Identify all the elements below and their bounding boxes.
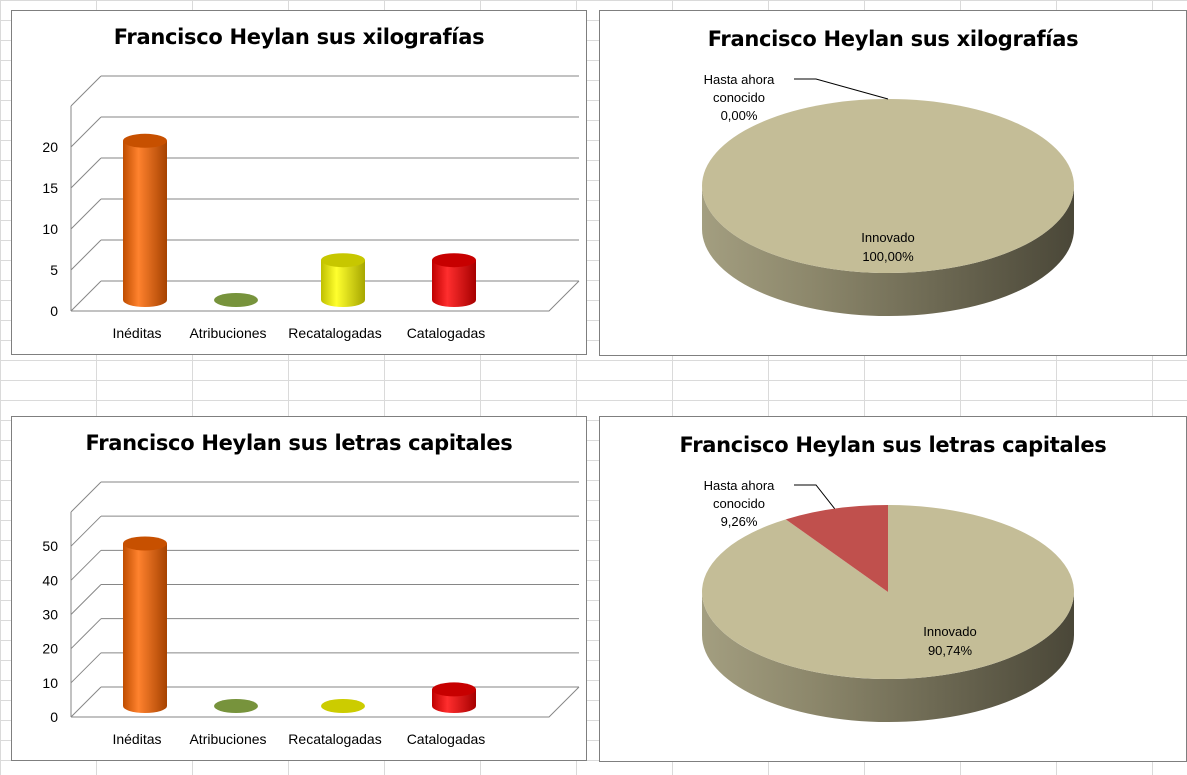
- pie-slice-innovado[interactable]: [702, 99, 1074, 273]
- bar[interactable]: [123, 140, 167, 307]
- bar-top: [214, 699, 258, 713]
- y-tick-label: 10: [42, 675, 58, 691]
- y-tick-label: 30: [42, 607, 58, 623]
- bar-top: [123, 536, 167, 551]
- grid-depth-line: [70, 198, 102, 230]
- y-tick-label: 20: [42, 641, 58, 657]
- x-tick-label: Atribuciones: [189, 731, 266, 747]
- grid-depth-line: [70, 239, 102, 271]
- grid-depth-line: [70, 157, 102, 189]
- slice-label-innovado: Innovado 90,74%: [923, 624, 977, 658]
- grid-depth-line: [70, 515, 102, 547]
- pie-side: [702, 592, 1074, 722]
- bar-top: [321, 699, 365, 713]
- bar-top: [432, 682, 476, 697]
- grid-depth-line: [70, 549, 102, 581]
- x-tick-label: Inéditas: [112, 731, 161, 747]
- y-tick-label: 5: [50, 262, 58, 278]
- y-tick-label: 20: [42, 139, 58, 155]
- pie-slice-hasta-ahora-conocido[interactable]: [785, 505, 888, 592]
- bar-chart-letras-capitales[interactable]: Francisco Heylan sus letras capitales 0 1…: [11, 416, 587, 761]
- x-tick-label: Recatalogadas: [288, 325, 381, 341]
- floor-edge: [71, 280, 580, 312]
- y-tick-label: 15: [42, 180, 58, 196]
- slice-label-hasta-ahora-conocido: Hasta ahora conocido 0,00%: [704, 72, 776, 123]
- pie-plot: Hasta ahora conocido 0,00% Innovado 100,00%: [702, 72, 1074, 316]
- chart-title: Francisco Heylan sus letras capitales: [85, 431, 513, 455]
- grid-depth-line: [70, 618, 102, 650]
- bar-top: [123, 133, 167, 148]
- pie-chart-xilografias[interactable]: Francisco Heylan sus xilografías Hasta a…: [599, 10, 1187, 356]
- leader-line: [794, 484, 836, 509]
- chart-title: Francisco Heylan sus xilografías: [707, 27, 1079, 51]
- y-tick-label: 10: [42, 221, 58, 237]
- grid-depth-line: [70, 75, 102, 107]
- x-tick-label: Inéditas: [112, 325, 161, 341]
- bar[interactable]: [321, 260, 365, 307]
- slice-label-hasta-ahora-conocido: Hasta ahora conocido 9,26%: [704, 478, 776, 529]
- grid-depth-line: [70, 584, 102, 615]
- bar-top: [214, 293, 258, 307]
- leader-line: [794, 78, 889, 100]
- x-tick-label: Catalogadas: [407, 731, 486, 747]
- grid-depth-line: [70, 280, 102, 312]
- grid-depth-line: [70, 686, 102, 718]
- slice-label-innovado: Innovado 100,00%: [861, 230, 915, 264]
- y-tick-label: 40: [42, 572, 58, 588]
- bar-top: [321, 253, 365, 268]
- pie-chart-letras-capitales[interactable]: Francisco Heylan sus letras capitales Ha…: [599, 416, 1187, 762]
- floor-edge: [71, 686, 580, 718]
- chart-title: Francisco Heylan sus xilografías: [113, 25, 485, 49]
- bar[interactable]: [123, 543, 167, 713]
- x-tick-label: Atribuciones: [189, 325, 266, 341]
- bar-plot: 0 10 20 30 40 50 Inéditas Atribuciones Recatalog…: [42, 481, 580, 747]
- x-tick-label: Catalogadas: [407, 325, 486, 341]
- bar-plot: 0 5 10 15 20 Inéditas Atribuciones Recatalogada…: [42, 75, 580, 341]
- grid-depth-line: [70, 116, 102, 148]
- x-tick-label: Recatalogadas: [288, 731, 381, 747]
- y-tick-label: 50: [42, 538, 58, 554]
- grid-depth-line: [70, 481, 102, 513]
- y-tick-label: 0: [50, 303, 58, 319]
- bar-chart-xilografias[interactable]: Francisco Heylan sus xilografías 0 5 10 15 2…: [11, 10, 587, 355]
- y-tick-label: 0: [50, 709, 58, 725]
- bar-top: [432, 253, 476, 268]
- bar[interactable]: [432, 260, 476, 307]
- grid-depth-line: [70, 652, 102, 684]
- pie-plot: Hasta ahora conocido 9,26% Innovado 90,74%: [702, 478, 1074, 722]
- pie-side: [702, 186, 1074, 316]
- chart-title: Francisco Heylan sus letras capitales: [679, 433, 1107, 457]
